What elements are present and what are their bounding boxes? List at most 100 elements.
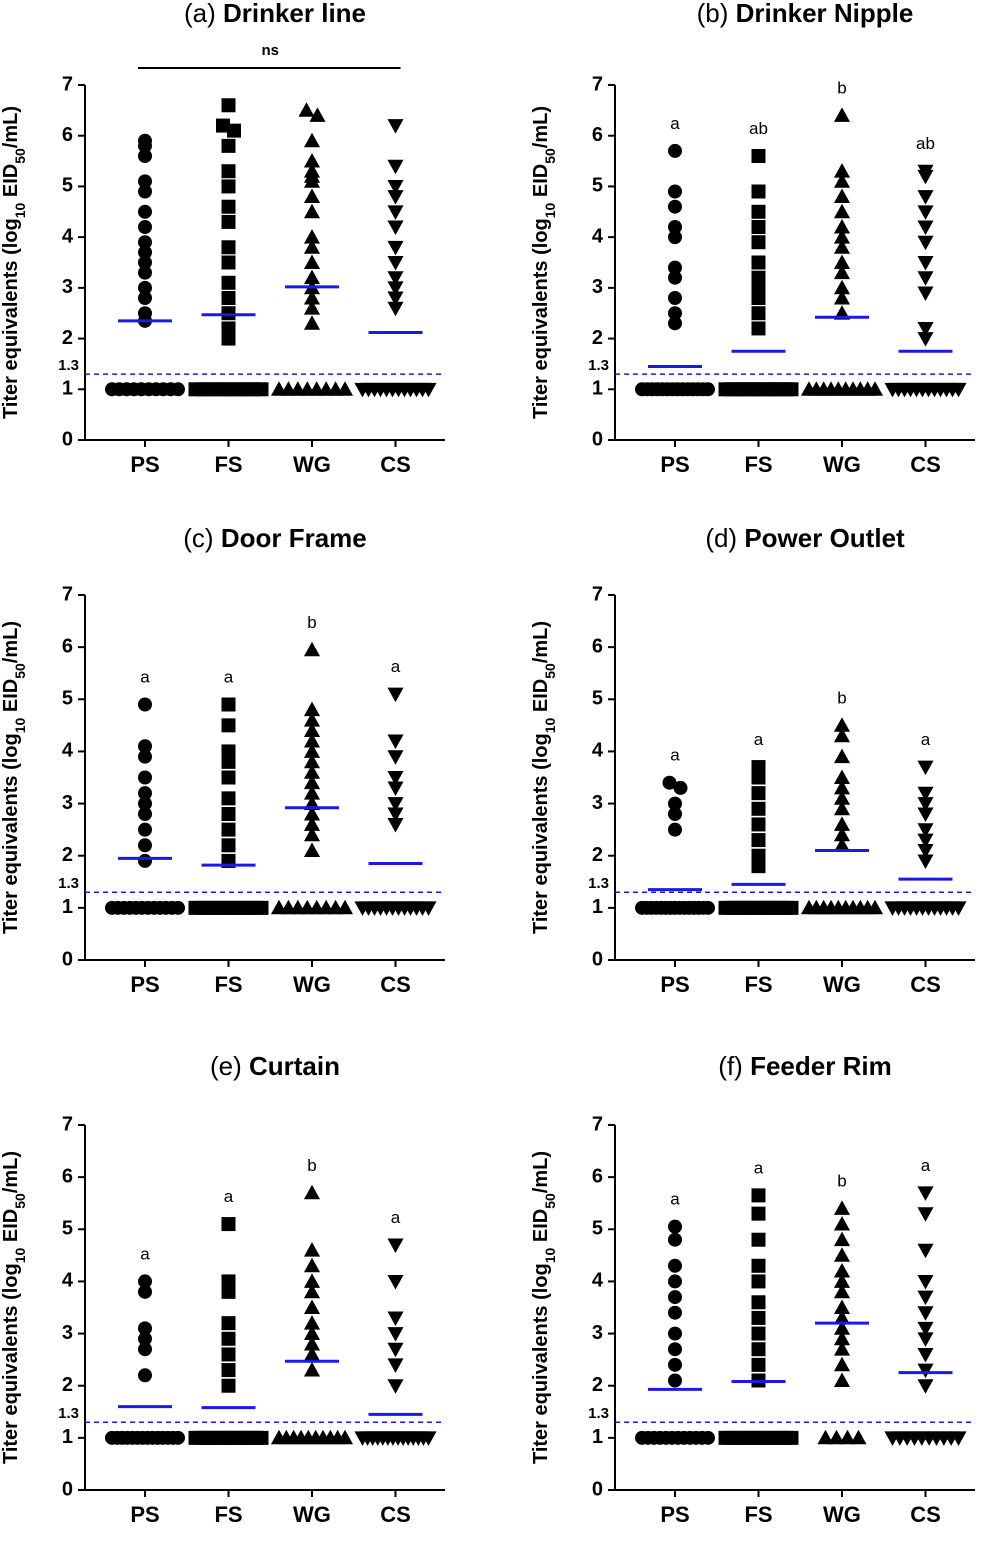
point: [221, 838, 236, 853]
point: [387, 734, 404, 750]
point: [668, 199, 682, 214]
y-axis-label-sub: 10: [12, 202, 28, 218]
panel-title: (f) Feeder Rim: [718, 1051, 891, 1081]
point: [303, 641, 321, 657]
panel-gap: [214, 523, 221, 553]
x-tick-label: CS: [380, 452, 411, 477]
point: [221, 240, 236, 255]
point: [751, 1342, 766, 1357]
y-tick-label: 4: [592, 1270, 604, 1292]
y-axis-label-sub: 50: [12, 1193, 28, 1209]
point: [784, 382, 799, 397]
point: [917, 205, 934, 220]
y-tick-label: 1: [592, 1426, 603, 1448]
x-tick-label: PS: [660, 972, 689, 997]
point: [221, 98, 236, 113]
point: [138, 697, 152, 712]
point: [387, 807, 404, 823]
point: [668, 1326, 682, 1341]
point: [303, 229, 321, 244]
point: [303, 701, 321, 717]
point: [138, 822, 152, 837]
significance-letter: a: [224, 668, 234, 687]
point: [387, 1238, 404, 1253]
x-tick-label: WG: [823, 1502, 861, 1527]
panel-label: (d): [705, 523, 737, 553]
point: [387, 119, 404, 134]
x-tick-label: PS: [660, 452, 689, 477]
point: [817, 1429, 834, 1445]
panel-label: (a): [184, 0, 216, 28]
point: [751, 1188, 766, 1203]
point: [784, 900, 799, 915]
point: [917, 1306, 934, 1321]
y-tick-label: 6: [592, 1165, 603, 1187]
point: [751, 1295, 766, 1310]
point: [303, 1184, 321, 1200]
y-tick-label: 5: [592, 175, 603, 197]
point: [751, 786, 766, 801]
y-tick-label: 3: [62, 1322, 73, 1344]
panel-gap: [728, 0, 735, 28]
panel-gap: [737, 523, 744, 553]
point: [950, 901, 967, 916]
point: [917, 1332, 934, 1347]
point: [833, 800, 851, 816]
point: [387, 797, 404, 812]
point: [221, 164, 236, 179]
threshold-label: 1.3: [588, 357, 609, 374]
point: [138, 280, 152, 295]
point: [751, 833, 766, 848]
threshold-label: 1.3: [588, 875, 609, 892]
point: [917, 854, 934, 869]
y-tick-label: 6: [592, 635, 603, 657]
point: [668, 306, 682, 321]
panel-label: (b): [697, 0, 729, 28]
point: [387, 1311, 404, 1326]
point: [833, 239, 851, 254]
y-axis-label-part: EID: [530, 164, 552, 203]
point: [303, 239, 321, 254]
x-tick-label: FS: [214, 1502, 242, 1527]
y-axis-label-part: /mL): [0, 1151, 22, 1193]
y-axis-label-sub: 10: [12, 717, 28, 733]
point: [303, 1346, 321, 1361]
y-tick-label: 7: [62, 583, 73, 605]
x-tick-label: PS: [130, 972, 159, 997]
significance-letter: a: [391, 657, 401, 676]
y-tick-label: 0: [592, 1478, 603, 1500]
point: [221, 1217, 236, 1232]
point: [917, 220, 934, 236]
y-tick-label: 5: [62, 175, 73, 197]
significance-letter: b: [837, 78, 846, 97]
point: [751, 1258, 766, 1273]
point: [138, 265, 152, 280]
point: [833, 1330, 851, 1346]
panel-gap: [743, 1051, 750, 1081]
panel-name: Drinker line: [223, 0, 366, 28]
point: [751, 1326, 766, 1341]
point: [254, 1430, 269, 1445]
y-axis-label-sub: 10: [542, 1247, 558, 1263]
point: [668, 220, 682, 234]
y-tick-label: 3: [592, 792, 603, 814]
point: [138, 1284, 152, 1299]
point: [668, 1258, 682, 1273]
point: [866, 899, 884, 915]
point: [298, 102, 315, 117]
point: [833, 727, 851, 743]
threshold-label: 1.3: [588, 1405, 609, 1422]
point: [221, 807, 236, 821]
point: [833, 264, 851, 280]
ns-label: ns: [261, 42, 279, 59]
y-tick-label: 5: [62, 1218, 73, 1240]
x-tick-label: FS: [744, 452, 772, 477]
significance-letter: a: [140, 668, 150, 687]
point: [668, 230, 682, 245]
point: [917, 1363, 934, 1379]
point: [171, 382, 185, 397]
y-axis-label: Titer equivalents (log10 EID50/mL): [530, 106, 558, 419]
point: [387, 301, 404, 317]
point: [221, 255, 236, 270]
x-tick-label: WG: [823, 452, 861, 477]
